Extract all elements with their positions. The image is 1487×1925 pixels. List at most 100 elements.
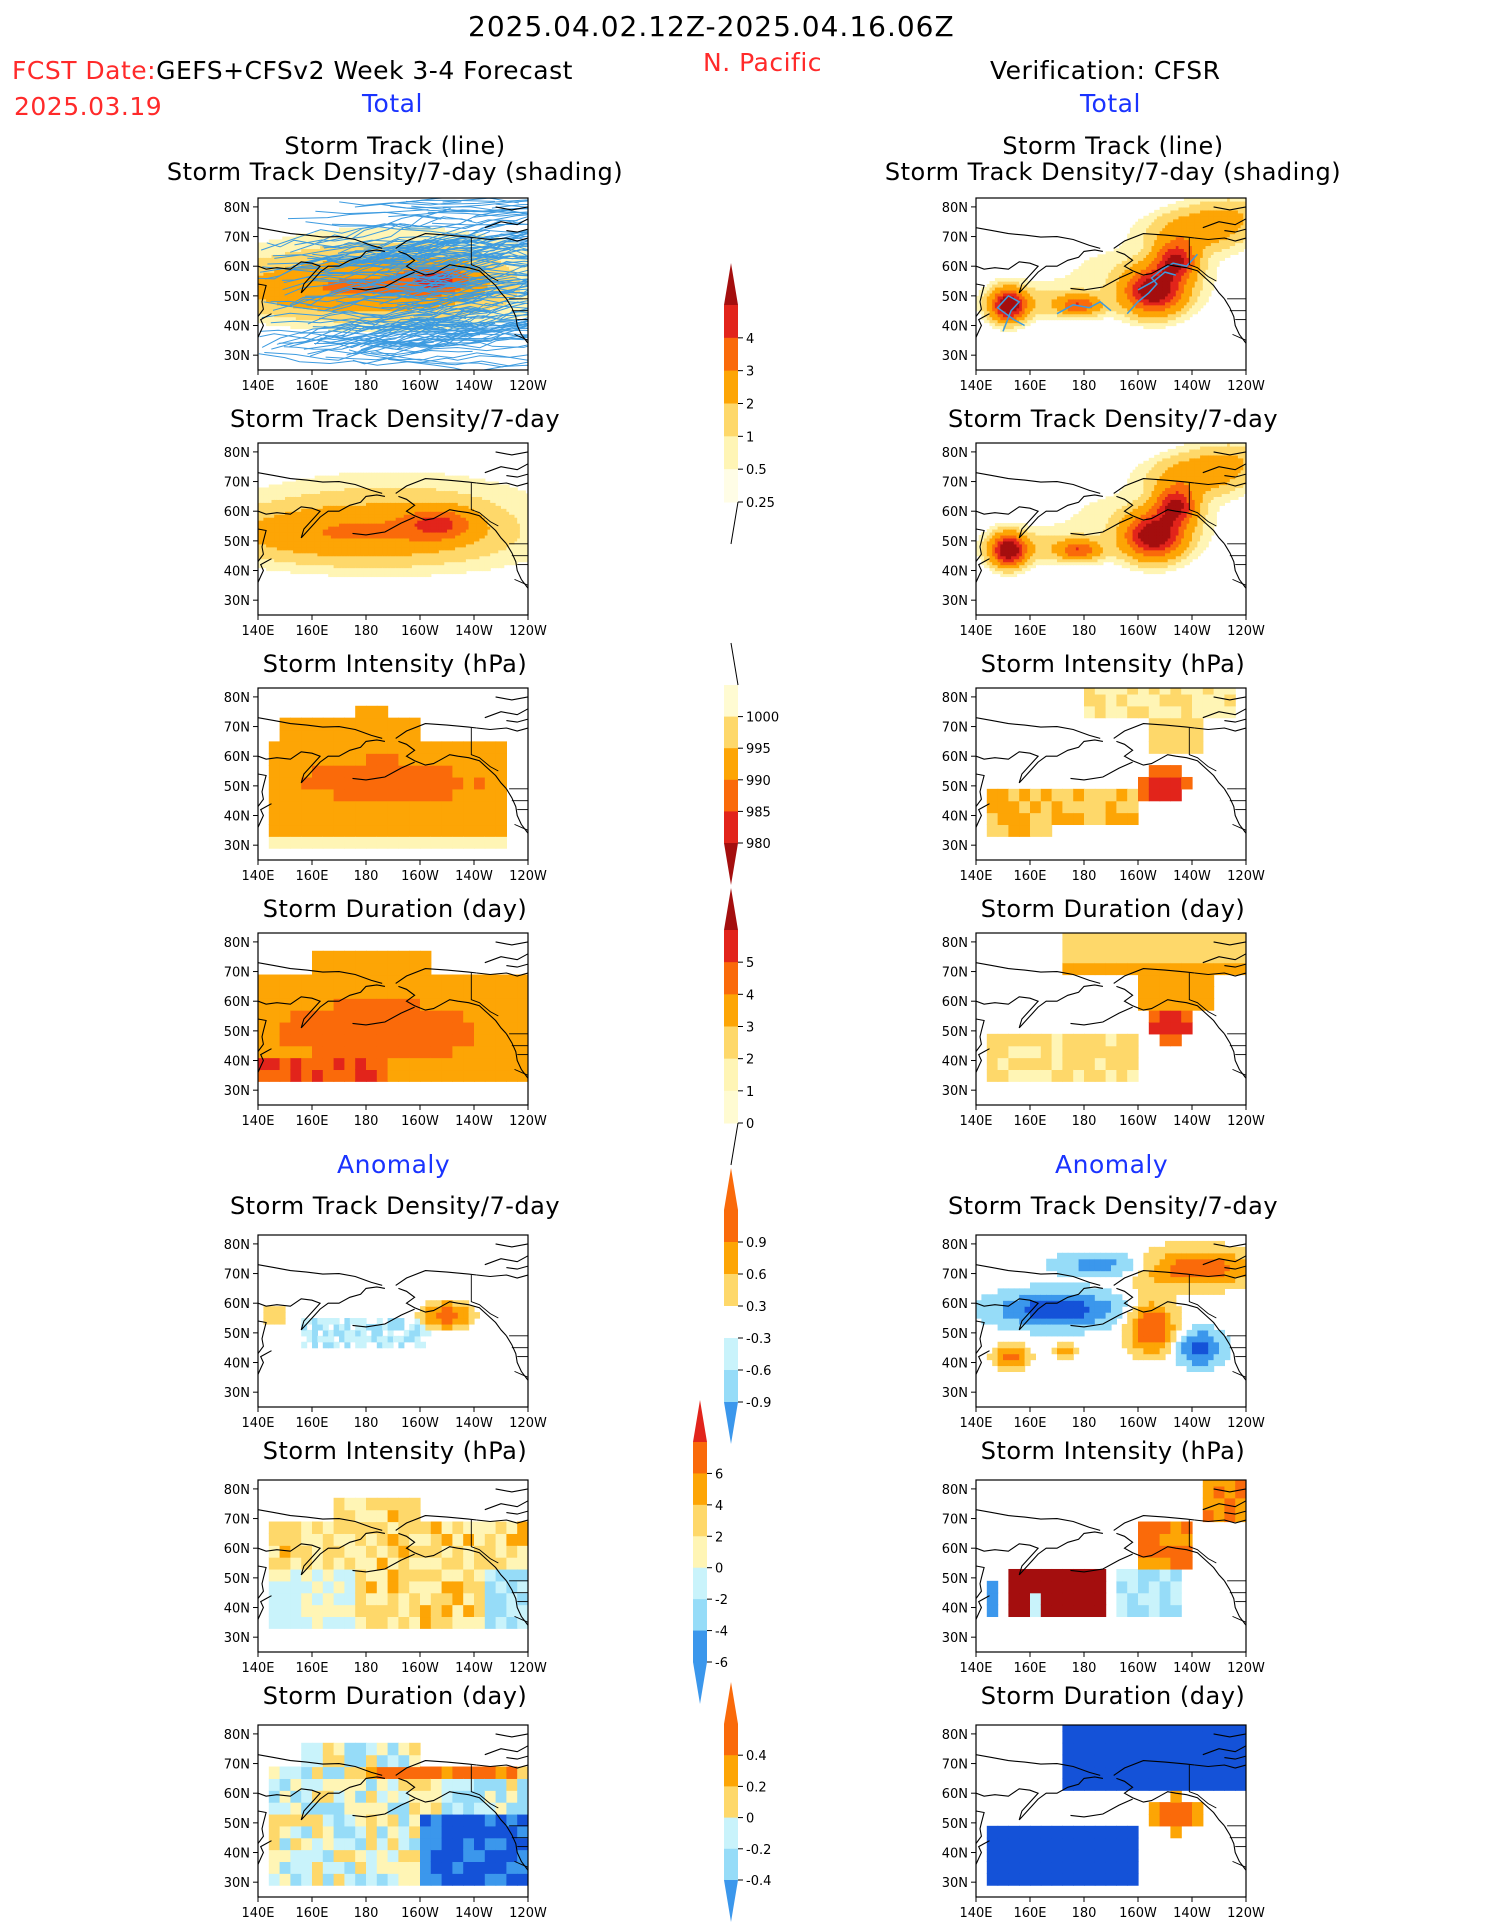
grid-cell [1008,313,1012,318]
grid-cell [303,319,308,324]
grid-cell [452,230,456,235]
grid-cell [1146,304,1150,309]
grid-cell [279,304,283,309]
grid-cell [411,233,416,238]
grid-cell [371,301,375,306]
grid-cell [379,322,383,327]
grid-cell [382,227,386,232]
grid-cell [994,295,999,300]
grid-cell [371,316,375,321]
grid-cell [374,272,378,276]
grid-cell [1111,266,1115,270]
grid-cell [1121,251,1126,255]
grid-cell [1073,281,1077,285]
grid-cell [271,304,275,309]
grid-cell [330,304,335,309]
grid-cell [279,322,283,327]
grid-cell [336,242,340,247]
grid-cell [1148,227,1153,232]
grid-cell [287,248,291,252]
grid-cell [1108,289,1112,294]
grid-cell [341,227,345,232]
grid-cell [444,298,448,303]
grid-cell [260,307,264,312]
grid-cell [414,295,418,300]
grid-cell [274,304,278,309]
grid-cell [1011,292,1015,297]
grid-cell [298,284,302,288]
grid-cell [1105,272,1109,276]
grid-cell [1148,239,1153,244]
grid-cell [1094,272,1099,276]
grid-cell [341,304,345,309]
grid-cell [479,295,483,300]
grid-cell [368,272,372,276]
grid-cell [452,236,456,241]
grid-cell [1143,248,1147,252]
grid-cell [374,239,378,244]
grid-cell [314,281,318,285]
grid-cell [1102,278,1107,282]
grid-cell [1059,298,1063,303]
grid-cell [1151,248,1155,252]
grid-cell [293,239,297,244]
storm-track [331,223,465,236]
grid-cell [260,245,264,250]
grid-cell [1167,251,1171,255]
grid-cell [1108,260,1112,264]
grid-cell [317,289,321,294]
grid-cell [1059,281,1063,285]
grid-cell [1048,304,1053,309]
grid-cell [1105,263,1109,267]
grid-cell [355,251,359,255]
grid-cell [1151,236,1155,241]
grid-cell [403,298,408,303]
grid-cell [1084,278,1088,282]
grid-cell [1146,257,1150,261]
grid-cell [341,325,345,330]
grid-cell [306,245,310,250]
grid-cell [384,286,389,291]
grid-cell [271,281,275,285]
grid-cell [1156,295,1161,300]
grid-cell [1024,310,1028,315]
grid-cell [1019,316,1023,321]
grid-cell [1138,295,1142,300]
grid-cell [266,281,270,285]
grid-cell [349,239,354,244]
grid-cell [1154,239,1158,244]
grid-cell [1054,298,1058,303]
grid-cell [1094,281,1099,285]
grid-cell [487,257,491,261]
grid-cell [1127,298,1131,303]
grid-cell [325,289,329,294]
grid-cell [1081,295,1085,300]
grid-cell [1148,248,1153,252]
grid-cell [1078,281,1082,285]
grid-cell [268,304,273,309]
grid-cell [422,292,426,297]
grid-cell [1105,289,1109,294]
grid-cell [1000,286,1004,291]
grid-cell [382,322,386,327]
storm-track [368,293,494,325]
grid-cell [1121,263,1126,267]
grid-cell [303,289,308,294]
grid-cell [503,316,507,321]
grid-cell [1121,286,1126,291]
grid-cell [352,298,356,303]
grid-cell [285,301,289,306]
grid-cell [1005,322,1009,327]
grid-cell [522,295,526,300]
grid-cell [1127,286,1131,291]
grid-cell [312,236,316,241]
grid-cell [339,298,343,303]
grid-cell [1154,292,1158,297]
grid-cell [1167,269,1171,273]
grid-cell [1016,284,1020,288]
grid-cell [325,298,329,303]
grid-cell [384,298,389,303]
grid-cell [503,292,507,297]
grid-cell [339,328,343,333]
grid-cell [393,322,397,327]
